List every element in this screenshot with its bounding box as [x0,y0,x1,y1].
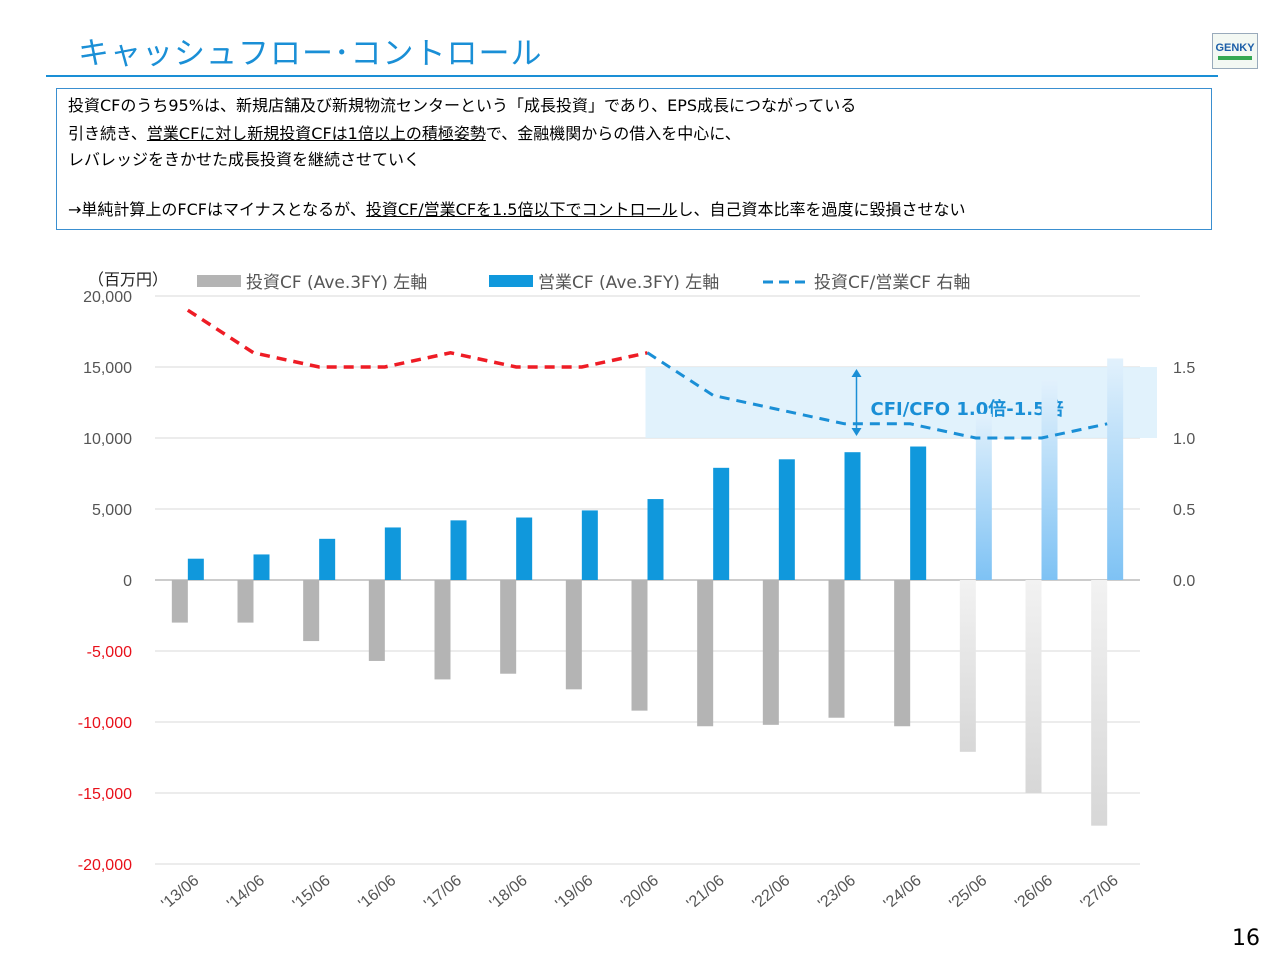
page-number: 16 [1232,926,1260,951]
x-axis-tick-label: '27/06 [1078,872,1122,913]
note-line-2: 引き続き、営業CFに対し新規投資CFは1倍以上の積極姿勢で、金融機関からの借入を… [68,124,741,144]
x-axis-tick-label: '16/06 [355,872,399,913]
operating-cf-bar [384,527,401,580]
note-line-4: →単純計算上のFCFはマイナスとなるが、投資CF/営業CFを1.5倍以下でコント… [68,200,965,220]
left-axis-tick-label: -15,000 [78,786,132,803]
note-line-4-a: →単純計算上のFCFはマイナスとなるが、 [68,200,366,219]
x-axis-tick-label: '15/06 [290,872,334,913]
investing-cf-bar [828,580,845,718]
legend-label-investing-cf: 投資CF (Ave.3FY) 左軸 [246,273,427,293]
operating-cf-bar [647,499,664,580]
left-axis-tick-label: 10,000 [83,431,132,448]
operating-cf-bar [516,517,533,580]
investing-cf-bar [500,580,517,674]
band-label: CFI/CFO 1.0倍-1.5倍 [871,398,1064,420]
right-axis-tick-label: 1.5 [1173,360,1195,377]
operating-cf-bar [581,510,598,580]
note-line-2-c: で、金融機関からの借入を中心に、 [485,124,741,143]
company-logo: GENKY [1212,33,1258,69]
operating-cf-bar [1107,358,1124,580]
legend-label-ratio: 投資CF/営業CF 右軸 [814,273,970,293]
investing-cf-bar [171,580,188,623]
operating-cf-bar [1041,379,1058,580]
note-line-2-underlined: 営業CFに対し新規投資CFは1倍以上の積極姿勢 [146,124,486,143]
ratio-line-actual [186,308,648,369]
left-axis-unit-label: （百万円） [88,271,168,289]
legend-label-operating-cf: 営業CF (Ave.3FY) 左軸 [538,273,719,293]
left-axis-tick-label: -20,000 [78,857,132,874]
page-title: キャッシュフロー･コントロール [78,36,543,72]
ratio-line-forecast [646,351,1108,440]
note-line-4-underlined: 投資CF/営業CFを1.5倍以下でコントロール [365,200,678,219]
x-axis-tick-label: '21/06 [684,872,728,913]
band-arrow-head-down [851,428,862,436]
x-axis-tick-label: '20/06 [618,872,662,913]
operating-cf-bar [187,558,204,580]
investing-cf-bar [1025,580,1042,793]
investing-cf-bar [237,580,254,623]
investing-cf-bar [1091,580,1108,826]
investing-cf-bar [762,580,779,725]
target-ratio-band [645,367,1157,438]
operating-cf-bar [450,520,467,580]
right-axis-tick-label: 0.5 [1173,502,1195,519]
logo-text: GENKY [1215,42,1255,54]
operating-cf-bar [778,459,795,580]
logo-green-bar [1218,56,1252,60]
x-axis-tick-label: '24/06 [881,872,925,913]
investing-cf-bar [303,580,320,642]
operating-cf-bar [319,538,336,580]
operating-cf-bar [975,413,992,580]
legend-swatch-operating-cf [489,275,533,287]
investing-cf-bar [697,580,714,727]
summary-box [56,88,1212,230]
x-axis-tick-label: '14/06 [224,872,268,913]
note-line-3: レバレッジをきかせた成長投資を継続させていく [68,150,421,169]
x-axis-tick-label: '13/06 [158,872,202,913]
investing-cf-bar [434,580,451,680]
left-axis-tick-label: -10,000 [78,715,132,732]
x-axis-tick-label: '23/06 [815,872,859,913]
x-axis-tick-label: '22/06 [749,872,793,913]
x-axis-tick-label: '25/06 [946,872,990,913]
note-line-4-c: し、自己資本比率を過度に毀損させない [677,200,966,219]
title-underline [46,75,1218,77]
right-axis-tick-label: 1.0 [1173,431,1195,448]
investing-cf-bar [368,580,385,661]
x-axis-tick-label: '18/06 [487,872,531,913]
left-axis-tick-label: 5,000 [92,502,132,519]
left-axis-tick-label: 0 [123,573,132,590]
operating-cf-bar [713,467,730,580]
x-axis-tick-label: '17/06 [421,872,465,913]
operating-cf-bar [253,554,270,580]
left-axis-tick-label: 15,000 [83,360,132,377]
note-line-1: 投資CFのうち95%は、新規店舗及び新規物流センターという「成長投資」であり、E… [68,96,857,115]
investing-cf-bar [959,580,976,752]
right-axis-tick-label: 0.0 [1173,573,1195,590]
band-arrow-head-up [851,369,862,377]
left-axis-tick-label: -5,000 [87,644,132,661]
left-axis-tick-label: 20,000 [83,289,132,306]
note-line-2-a: 引き続き、 [68,124,147,143]
investing-cf-bar [894,580,911,727]
operating-cf-bar [844,452,861,580]
x-axis-tick-label: '26/06 [1012,872,1056,913]
x-axis-tick-label: '19/06 [552,872,596,913]
operating-cf-bar [910,446,927,580]
investing-cf-bar [631,580,648,711]
legend-swatch-investing-cf [197,275,241,287]
investing-cf-bar [565,580,582,690]
